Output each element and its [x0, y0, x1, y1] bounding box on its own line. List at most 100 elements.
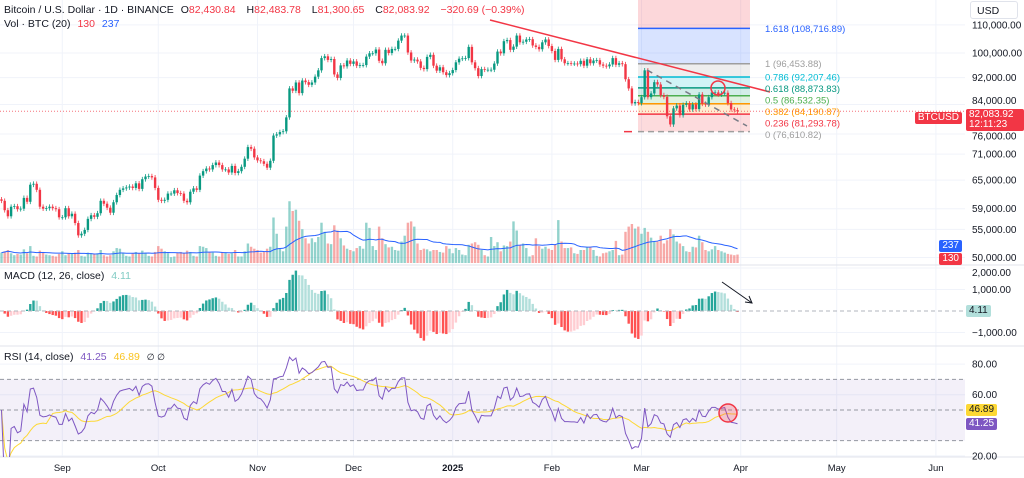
volume-bar: [269, 246, 272, 263]
candle-body: [185, 200, 189, 203]
candle-body: [320, 58, 323, 71]
macd-histogram-bar: [541, 311, 544, 313]
macd-histogram-bar: [272, 308, 275, 311]
price-axis-label: 50,000.00: [972, 253, 1017, 264]
candle: [29, 182, 32, 205]
candle-body: [147, 176, 150, 177]
macd-histogram-bar: [320, 291, 323, 311]
candle: [601, 62, 605, 69]
candle-body: [125, 187, 128, 189]
low-label: L: [311, 4, 318, 16]
candle: [531, 36, 534, 48]
macd-histogram-bar: [521, 295, 525, 311]
candle: [45, 205, 48, 212]
candle-body: [627, 79, 630, 89]
candle-body: [409, 52, 413, 61]
macd-histogram-bar: [662, 311, 666, 312]
macd-histogram-bar: [569, 311, 573, 332]
macd-histogram-bar: [390, 311, 394, 321]
volume-bar: [278, 248, 282, 263]
candle: [185, 198, 189, 205]
arrow-line: [721, 281, 753, 304]
candle-body: [323, 56, 326, 59]
rsi-ma-value: 46.89: [113, 351, 140, 363]
candle: [486, 67, 490, 73]
candle-body: [400, 35, 403, 41]
candle: [153, 175, 157, 191]
volume-bar: [425, 249, 429, 263]
volume-bar: [502, 245, 506, 263]
volume-bar: [352, 251, 355, 263]
candle-body: [480, 69, 483, 77]
volume-bar: [41, 251, 45, 263]
candle-body: [173, 190, 176, 194]
candle: [217, 160, 221, 168]
candle: [64, 205, 67, 220]
candle: [307, 79, 310, 88]
candle-body: [576, 63, 579, 65]
macd-histogram-bar: [669, 311, 672, 327]
candle-body: [166, 193, 170, 200]
macd-histogram-bar: [249, 302, 253, 311]
candle: [173, 187, 176, 196]
volume-bar: [547, 248, 550, 263]
volume-bar: [109, 255, 112, 263]
candle-body: [9, 206, 13, 217]
volume-bar: [438, 251, 442, 263]
macd-histogram-bar: [182, 311, 186, 320]
macd-histogram-bar: [489, 311, 493, 318]
macd-histogram-bar: [109, 302, 112, 311]
candle: [342, 63, 346, 69]
macd-histogram-bar: [297, 275, 301, 311]
price-axis-label: 65,000.00: [972, 176, 1017, 187]
volume-bar: [707, 251, 710, 263]
macd-histogram-bar: [531, 303, 534, 311]
macd-histogram-bar: [681, 311, 685, 314]
macd-histogram-bar: [701, 298, 704, 311]
candle-body: [176, 190, 179, 194]
candle: [326, 53, 330, 63]
volume-bar: [160, 248, 163, 263]
volume-bar: [246, 243, 250, 263]
candle: [157, 185, 160, 203]
macd-histogram-bar: [729, 304, 733, 311]
candle: [381, 58, 384, 66]
candle-body: [502, 41, 506, 54]
volume-bar: [505, 246, 509, 263]
candle: [61, 214, 64, 220]
candle: [137, 180, 141, 192]
candle: [246, 144, 250, 162]
macd-histogram-bar: [115, 298, 118, 311]
macd-histogram-bar: [403, 307, 406, 311]
candle: [294, 80, 298, 94]
candle-body: [285, 117, 288, 132]
candle-body: [726, 92, 730, 104]
currency-button[interactable]: USD: [970, 1, 1018, 19]
candle: [393, 46, 397, 52]
candle-body: [249, 147, 253, 149]
macd-histogram-bar: [57, 311, 61, 319]
candle: [630, 86, 634, 106]
candle: [9, 204, 13, 219]
volume-bar: [147, 255, 150, 263]
volume-bar: [665, 240, 669, 263]
volume-bar: [291, 211, 294, 263]
candle: [361, 62, 365, 68]
volume-bar: [582, 250, 586, 263]
volume-bar: [569, 247, 573, 263]
volume-bar: [176, 252, 179, 263]
candle-body: [393, 48, 397, 50]
volume-bar: [496, 242, 499, 263]
macd-histogram-bar: [425, 311, 429, 336]
candle-body: [224, 169, 227, 171]
macd-histogram-bar: [230, 308, 234, 311]
macd-histogram-bar: [246, 304, 250, 311]
candle: [429, 52, 432, 60]
volume-bar: [723, 252, 726, 263]
fib-level-label: 0.382 (84,190.87): [765, 107, 840, 118]
macd-histogram-bar: [256, 308, 259, 311]
rsi-pane: [0, 356, 965, 457]
macd-histogram-bar: [131, 297, 134, 311]
volume-bar: [217, 256, 221, 263]
